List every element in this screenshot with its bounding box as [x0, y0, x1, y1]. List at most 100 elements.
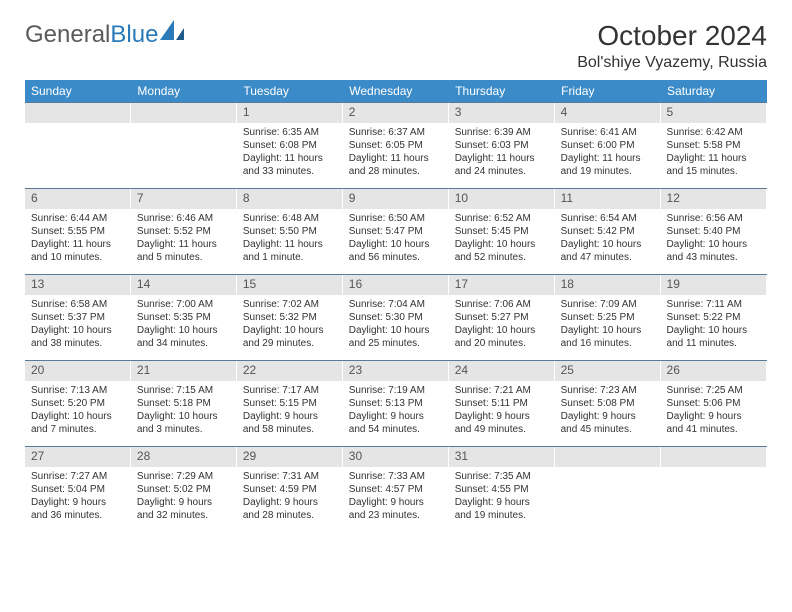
sunrise-line: Sunrise: 7:27 AM — [31, 470, 125, 483]
day-number: 26 — [661, 361, 767, 381]
sunrise-line: Sunrise: 7:06 AM — [455, 298, 549, 311]
daylight-line: Daylight: 9 hours and 45 minutes. — [561, 410, 655, 436]
calendar-cell: 1Sunrise: 6:35 AMSunset: 6:08 PMDaylight… — [237, 103, 343, 189]
sunset-line: Sunset: 5:58 PM — [667, 139, 761, 152]
sunset-line: Sunset: 5:30 PM — [349, 311, 443, 324]
day-number: 3 — [449, 103, 555, 123]
daylight-line: Daylight: 10 hours and 34 minutes. — [137, 324, 231, 350]
daylight-line: Daylight: 10 hours and 56 minutes. — [349, 238, 443, 264]
calendar-cell: 30Sunrise: 7:33 AMSunset: 4:57 PMDayligh… — [343, 447, 449, 533]
daylight-line: Daylight: 11 hours and 24 minutes. — [455, 152, 549, 178]
calendar-cell: 25Sunrise: 7:23 AMSunset: 5:08 PMDayligh… — [555, 361, 661, 447]
day-body: Sunrise: 7:09 AMSunset: 5:25 PMDaylight:… — [555, 295, 661, 352]
daylight-line: Daylight: 11 hours and 1 minute. — [243, 238, 337, 264]
day-number: 31 — [449, 447, 555, 467]
day-body: Sunrise: 7:13 AMSunset: 5:20 PMDaylight:… — [25, 381, 131, 438]
daylight-line: Daylight: 9 hours and 49 minutes. — [455, 410, 549, 436]
day-number: 6 — [25, 189, 131, 209]
location: Bol'shiye Vyazemy, Russia — [577, 54, 767, 72]
sunrise-line: Sunrise: 7:31 AM — [243, 470, 337, 483]
daylight-line: Daylight: 9 hours and 58 minutes. — [243, 410, 337, 436]
calendar-body: 1Sunrise: 6:35 AMSunset: 6:08 PMDaylight… — [25, 103, 767, 533]
sunset-line: Sunset: 6:00 PM — [561, 139, 655, 152]
calendar-cell: 16Sunrise: 7:04 AMSunset: 5:30 PMDayligh… — [343, 275, 449, 361]
day-number: 27 — [25, 447, 131, 467]
day-number: 18 — [555, 275, 661, 295]
sunrise-line: Sunrise: 7:13 AM — [31, 384, 125, 397]
sunset-line: Sunset: 4:57 PM — [349, 483, 443, 496]
daylight-line: Daylight: 9 hours and 19 minutes. — [455, 496, 549, 522]
sunset-line: Sunset: 5:35 PM — [137, 311, 231, 324]
daylight-line: Daylight: 11 hours and 19 minutes. — [561, 152, 655, 178]
sunrise-line: Sunrise: 7:02 AM — [243, 298, 337, 311]
calendar-cell: 7Sunrise: 6:46 AMSunset: 5:52 PMDaylight… — [131, 189, 237, 275]
weekday-header-row: SundayMondayTuesdayWednesdayThursdayFrid… — [25, 80, 767, 103]
day-body: Sunrise: 7:35 AMSunset: 4:55 PMDaylight:… — [449, 467, 555, 524]
sunset-line: Sunset: 5:45 PM — [455, 225, 549, 238]
calendar-cell: 27Sunrise: 7:27 AMSunset: 5:04 PMDayligh… — [25, 447, 131, 533]
day-body: Sunrise: 7:11 AMSunset: 5:22 PMDaylight:… — [661, 295, 767, 352]
weekday-header: Thursday — [449, 80, 555, 103]
sunrise-line: Sunrise: 6:44 AM — [31, 212, 125, 225]
calendar-cell: 23Sunrise: 7:19 AMSunset: 5:13 PMDayligh… — [343, 361, 449, 447]
sunset-line: Sunset: 6:08 PM — [243, 139, 337, 152]
daylight-line: Daylight: 10 hours and 29 minutes. — [243, 324, 337, 350]
calendar-cell: 31Sunrise: 7:35 AMSunset: 4:55 PMDayligh… — [449, 447, 555, 533]
calendar-cell: 28Sunrise: 7:29 AMSunset: 5:02 PMDayligh… — [131, 447, 237, 533]
day-body: Sunrise: 7:17 AMSunset: 5:15 PMDaylight:… — [237, 381, 343, 438]
day-number: 28 — [131, 447, 237, 467]
calendar-cell: 17Sunrise: 7:06 AMSunset: 5:27 PMDayligh… — [449, 275, 555, 361]
sunset-line: Sunset: 5:13 PM — [349, 397, 443, 410]
sunrise-line: Sunrise: 7:11 AM — [667, 298, 761, 311]
weekday-header: Sunday — [25, 80, 131, 103]
day-number-empty — [661, 447, 767, 467]
day-number: 19 — [661, 275, 767, 295]
day-number: 7 — [131, 189, 237, 209]
day-body: Sunrise: 7:02 AMSunset: 5:32 PMDaylight:… — [237, 295, 343, 352]
day-body: Sunrise: 7:25 AMSunset: 5:06 PMDaylight:… — [661, 381, 767, 438]
calendar-cell: 9Sunrise: 6:50 AMSunset: 5:47 PMDaylight… — [343, 189, 449, 275]
sunset-line: Sunset: 5:55 PM — [31, 225, 125, 238]
day-body: Sunrise: 7:19 AMSunset: 5:13 PMDaylight:… — [343, 381, 449, 438]
sunset-line: Sunset: 5:42 PM — [561, 225, 655, 238]
sunrise-line: Sunrise: 6:56 AM — [667, 212, 761, 225]
daylight-line: Daylight: 10 hours and 43 minutes. — [667, 238, 761, 264]
sunrise-line: Sunrise: 6:35 AM — [243, 126, 337, 139]
sunrise-line: Sunrise: 6:42 AM — [667, 126, 761, 139]
sunrise-line: Sunrise: 6:41 AM — [561, 126, 655, 139]
day-number-empty — [131, 103, 237, 123]
day-body: Sunrise: 6:46 AMSunset: 5:52 PMDaylight:… — [131, 209, 237, 266]
sunset-line: Sunset: 6:03 PM — [455, 139, 549, 152]
day-body: Sunrise: 6:48 AMSunset: 5:50 PMDaylight:… — [237, 209, 343, 266]
day-body: Sunrise: 6:44 AMSunset: 5:55 PMDaylight:… — [25, 209, 131, 266]
calendar-row: 20Sunrise: 7:13 AMSunset: 5:20 PMDayligh… — [25, 361, 767, 447]
calendar-cell — [661, 447, 767, 533]
day-body: Sunrise: 6:56 AMSunset: 5:40 PMDaylight:… — [661, 209, 767, 266]
day-number: 20 — [25, 361, 131, 381]
day-number: 25 — [555, 361, 661, 381]
weekday-header: Friday — [555, 80, 661, 103]
daylight-line: Daylight: 11 hours and 10 minutes. — [31, 238, 125, 264]
sunset-line: Sunset: 5:25 PM — [561, 311, 655, 324]
day-body: Sunrise: 6:52 AMSunset: 5:45 PMDaylight:… — [449, 209, 555, 266]
sunset-line: Sunset: 5:32 PM — [243, 311, 337, 324]
daylight-line: Daylight: 9 hours and 41 minutes. — [667, 410, 761, 436]
calendar-cell: 22Sunrise: 7:17 AMSunset: 5:15 PMDayligh… — [237, 361, 343, 447]
daylight-line: Daylight: 10 hours and 47 minutes. — [561, 238, 655, 264]
header: GeneralBlue October 2024 Bol'shiye Vyaze… — [25, 20, 767, 72]
sunrise-line: Sunrise: 7:35 AM — [455, 470, 549, 483]
sunrise-line: Sunrise: 7:23 AM — [561, 384, 655, 397]
daylight-line: Daylight: 10 hours and 7 minutes. — [31, 410, 125, 436]
daylight-line: Daylight: 9 hours and 36 minutes. — [31, 496, 125, 522]
daylight-line: Daylight: 9 hours and 54 minutes. — [349, 410, 443, 436]
weekday-header: Wednesday — [343, 80, 449, 103]
daylight-line: Daylight: 10 hours and 25 minutes. — [349, 324, 443, 350]
weekday-header: Monday — [131, 80, 237, 103]
sunset-line: Sunset: 4:55 PM — [455, 483, 549, 496]
sunrise-line: Sunrise: 7:17 AM — [243, 384, 337, 397]
day-number: 4 — [555, 103, 661, 123]
calendar-cell: 14Sunrise: 7:00 AMSunset: 5:35 PMDayligh… — [131, 275, 237, 361]
daylight-line: Daylight: 10 hours and 38 minutes. — [31, 324, 125, 350]
sunrise-line: Sunrise: 7:29 AM — [137, 470, 231, 483]
day-body: Sunrise: 6:42 AMSunset: 5:58 PMDaylight:… — [661, 123, 767, 180]
